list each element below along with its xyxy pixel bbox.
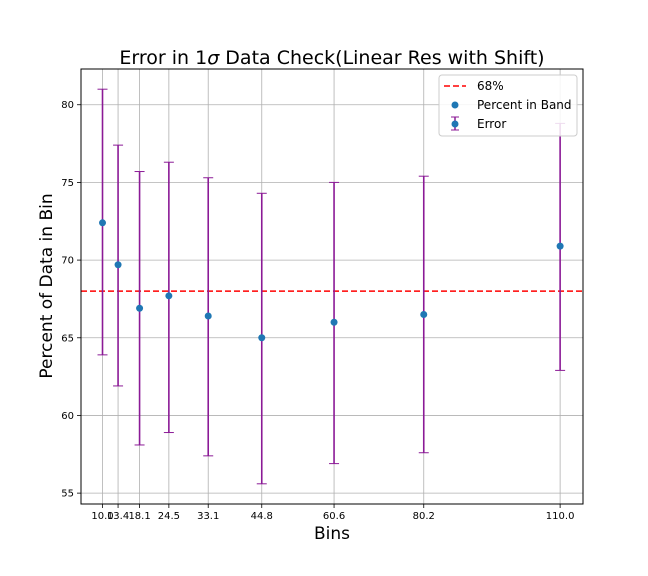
x-axis-label: Bins bbox=[314, 524, 350, 544]
x-axis-ticks: 10.013.4 18.1 24.5 33.1 44.8 60.6 80.2 110.0 bbox=[91, 504, 574, 522]
y-axis-ticks: 55 60 65 70 75 80 bbox=[61, 100, 81, 500]
x-tick-label: 60.6 bbox=[323, 511, 345, 522]
chart-title-part2: Data Check(Linear Res with Shift) bbox=[219, 47, 544, 69]
data-point bbox=[114, 261, 122, 269]
legend-points-swatch bbox=[451, 101, 459, 109]
legend: 68% Percent in Band Error bbox=[438, 74, 578, 137]
x-tick-label: 80.2 bbox=[413, 511, 435, 522]
data-point bbox=[165, 292, 173, 300]
y-tick-label: 80 bbox=[61, 100, 74, 111]
legend-label-points: Percent in Band bbox=[477, 98, 572, 112]
y-tick-label: 65 bbox=[61, 333, 74, 344]
x-tick-label: 110.0 bbox=[546, 511, 575, 522]
y-axis-label: Percent of Data in Bin bbox=[37, 193, 57, 378]
data-point bbox=[556, 242, 564, 250]
chart-title-sigma: σ bbox=[207, 47, 220, 69]
data-point bbox=[258, 334, 266, 342]
data-point bbox=[204, 312, 212, 320]
plot-frame bbox=[80, 68, 584, 505]
legend-error-swatch bbox=[451, 116, 459, 131]
chart-title: Error in 1σ Data Check(Linear Res with S… bbox=[119, 47, 544, 69]
legend-label-error: Error bbox=[477, 117, 506, 131]
x-tick-label: 24.5 bbox=[158, 511, 180, 522]
y-tick-label: 75 bbox=[61, 178, 74, 189]
y-tick-label: 55 bbox=[61, 489, 74, 500]
data-points bbox=[99, 219, 564, 342]
x-tick-label: 10.0 bbox=[91, 511, 113, 522]
legend-label-reference: 68% bbox=[477, 79, 504, 93]
plot-background bbox=[81, 69, 583, 504]
y-tick-label: 70 bbox=[61, 256, 74, 267]
data-point bbox=[330, 318, 338, 326]
x-tick-label: 18.1 bbox=[128, 511, 150, 522]
data-point bbox=[420, 310, 428, 318]
data-point bbox=[136, 304, 144, 312]
x-tick-label: 13.4 bbox=[107, 511, 129, 522]
legend-box bbox=[438, 74, 578, 137]
x-tick-label: 33.1 bbox=[197, 511, 219, 522]
x-tick-label: 44.8 bbox=[251, 511, 273, 522]
data-point bbox=[99, 219, 107, 227]
chart-title-part1: Error in 1 bbox=[119, 47, 207, 69]
y-tick-label: 60 bbox=[61, 411, 74, 422]
